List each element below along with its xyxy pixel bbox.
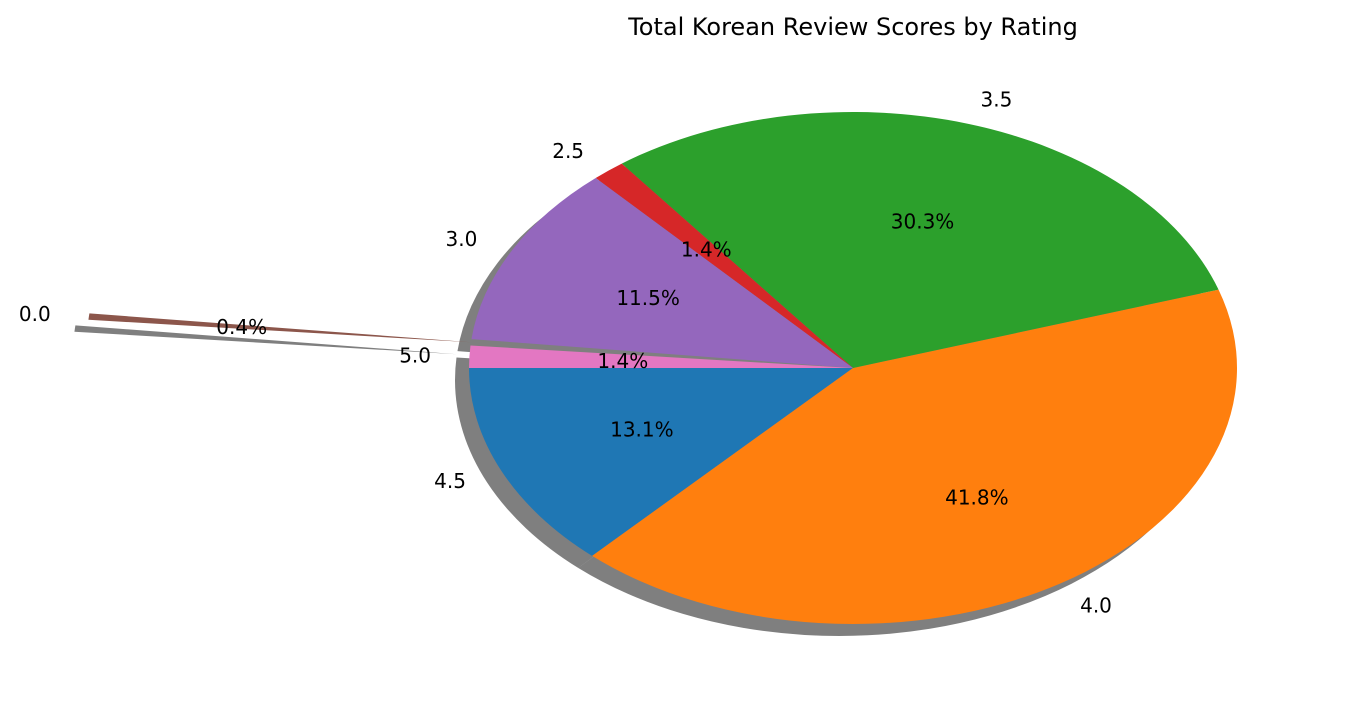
pie-slice-0-0 <box>88 313 471 343</box>
pie-slice-3-5 <box>621 112 1219 368</box>
slice-label: 3.0 <box>446 227 478 251</box>
slice-percent-label: 30.3% <box>891 210 955 234</box>
slice-label: 3.5 <box>980 88 1012 112</box>
pie-slice-4-5 <box>469 368 853 556</box>
pie-slice-3-0 <box>471 177 853 368</box>
pie-labels: 4.5 13.1% 4.0 41.8% 3.5 30.3% 2.5 1.4% 3.0 11.5% 0… <box>19 88 1112 618</box>
pie-slice-5-0 <box>469 345 853 368</box>
slice-shadow <box>74 325 457 355</box>
slice-percent-label: 41.8% <box>945 486 1009 510</box>
pie-slice-2-5 <box>595 163 853 368</box>
slice-percent-label: 0.4% <box>216 315 267 339</box>
pie-slices <box>88 112 1237 624</box>
slice-label: 4.5 <box>434 469 466 493</box>
slice-label: 2.5 <box>552 139 584 163</box>
slice-label: 5.0 <box>399 344 431 368</box>
slice-percent-label: 11.5% <box>616 286 680 310</box>
slice-label: 0.0 <box>19 302 51 326</box>
slice-percent-label: 1.4% <box>681 238 732 262</box>
slice-percent-label: 1.4% <box>597 349 648 373</box>
chart-title: Total Korean Review Scores by Rating <box>627 13 1078 41</box>
slice-percent-label: 13.1% <box>610 418 674 442</box>
slice-label: 4.0 <box>1080 593 1112 617</box>
pie-slice-4-0 <box>592 289 1237 624</box>
